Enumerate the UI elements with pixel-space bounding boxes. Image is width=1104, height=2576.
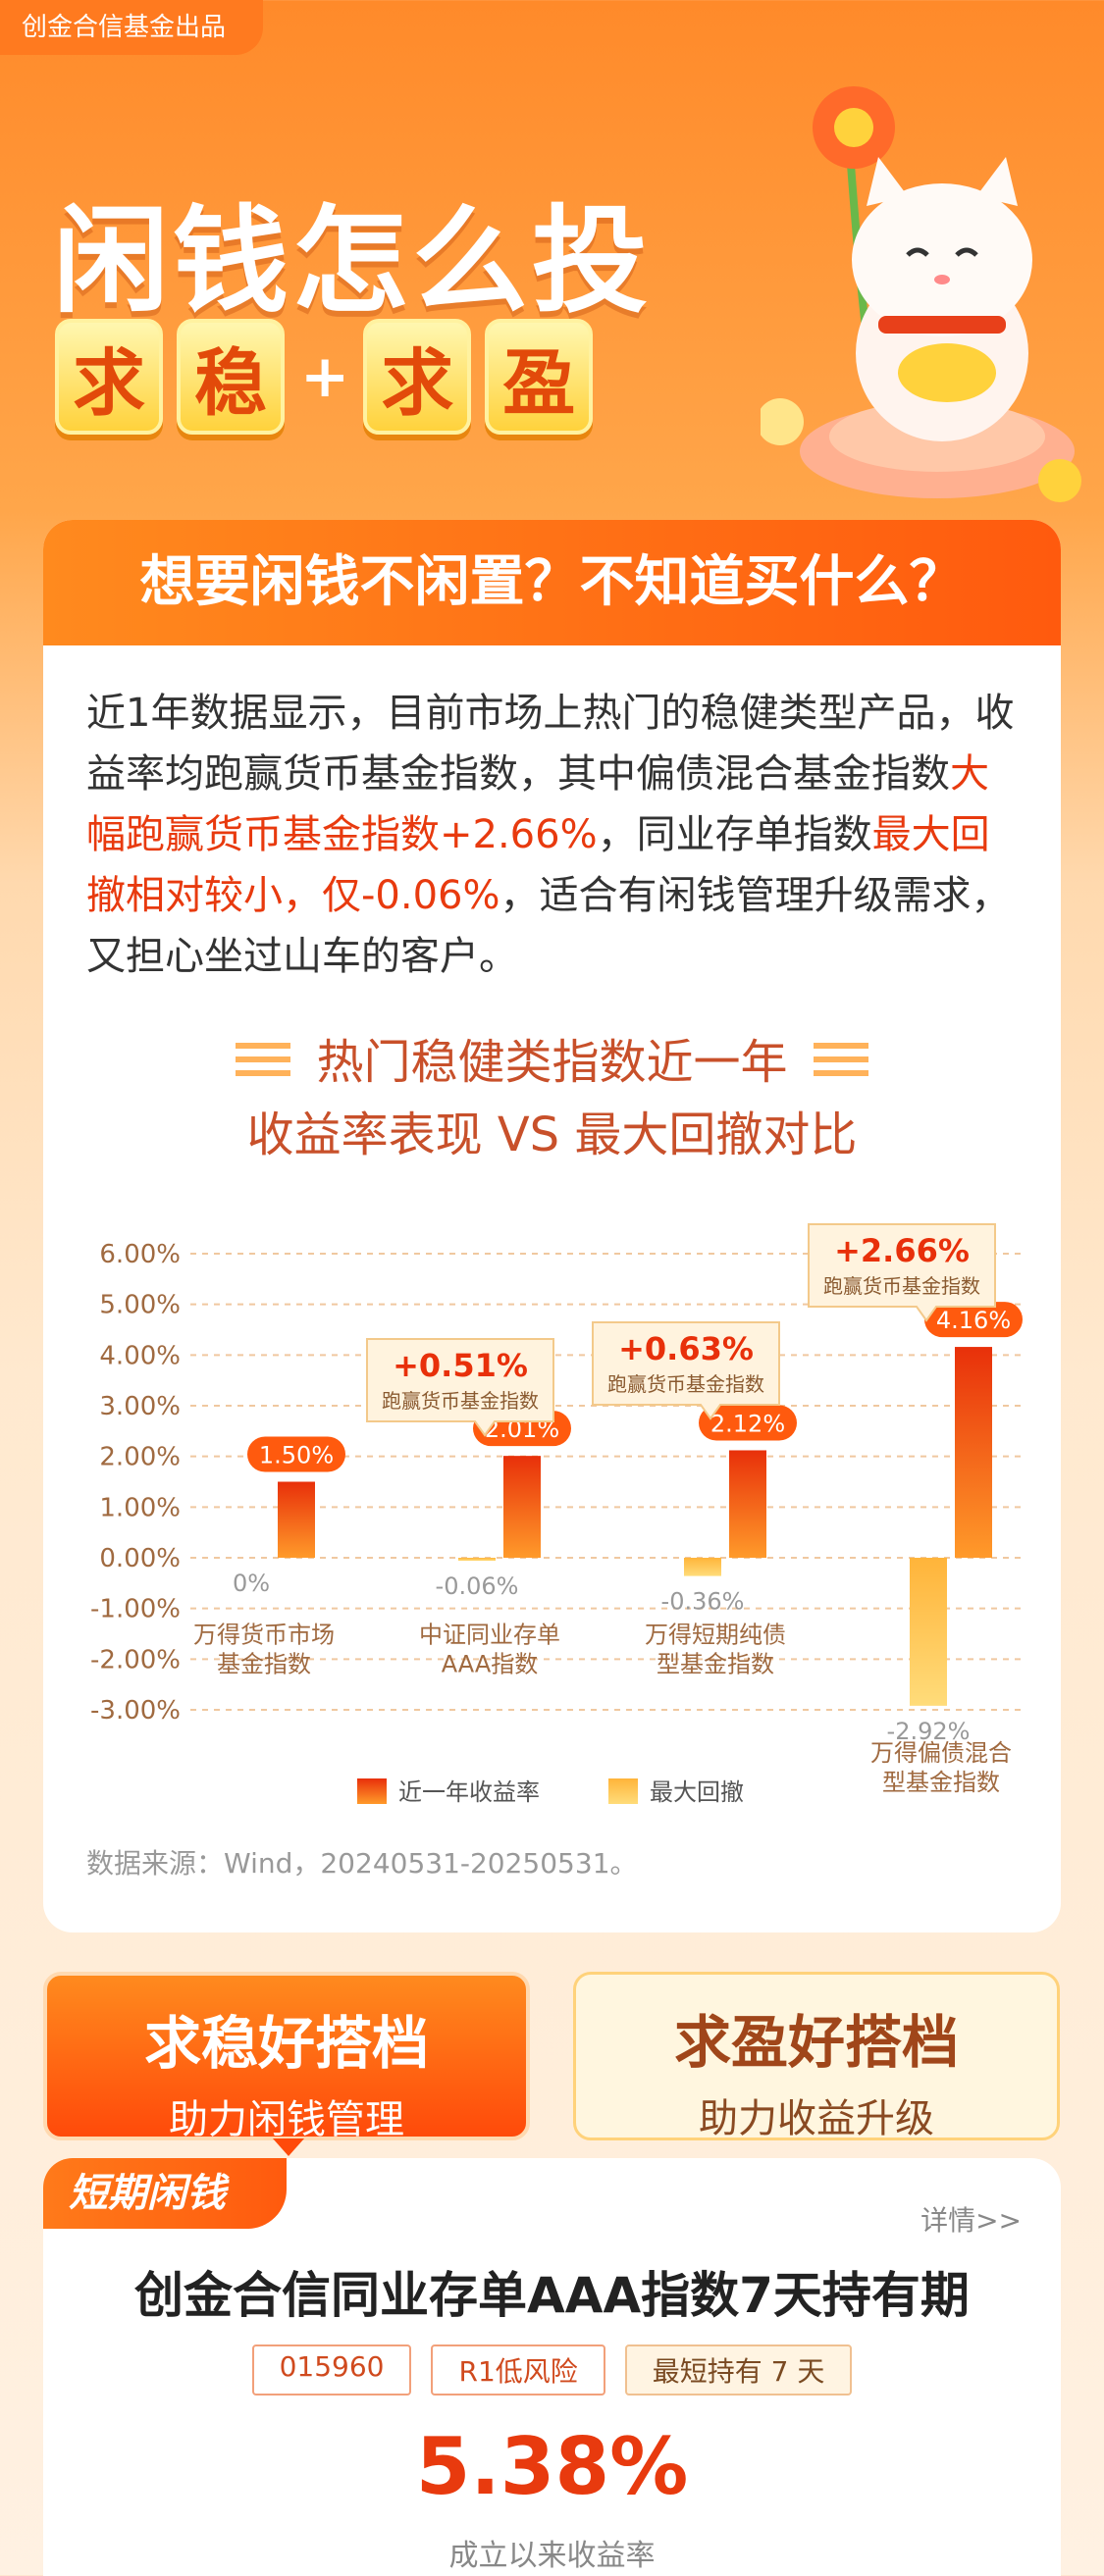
comparison-card: 想要闲钱不闲置？不知道买什么？ 近1年数据显示，目前市场上热门的稳健类型产品，收… (43, 520, 1061, 1932)
intro-text: ，同业存单指数 (597, 812, 872, 857)
tab-steady[interactable]: 求稳好搭档 助力闲钱管理 (43, 1972, 530, 2142)
return-rate-label: 成立以来收益率 (448, 2539, 656, 2573)
return-label: 4.16% (936, 1307, 1011, 1334)
hero-tile: 盈 (485, 319, 594, 435)
x-category-label: 型基金指数 (657, 1651, 774, 1678)
return-bar (278, 1481, 315, 1558)
return-label-pill (699, 1405, 797, 1441)
return-bar (503, 1456, 541, 1558)
fund-code-tag: 015960 (251, 2344, 412, 2396)
return-label-pill (924, 1302, 1023, 1338)
hero-tiles: 求 稳 + 求 盈 (55, 319, 606, 435)
intro-highlight: 大幅跑赢货币基金指数+2.66% (86, 751, 989, 857)
drawdown-label: 0% (233, 1570, 270, 1597)
y-tick-label: 4.00% (99, 1341, 181, 1370)
drawdown-bar (684, 1558, 721, 1576)
y-tick-label: 2.00% (99, 1443, 181, 1472)
drawdown-label: -2.92% (887, 1718, 971, 1745)
tab-subtitle: 助力收益升级 (699, 2096, 934, 2141)
hero-tile: 求 (363, 319, 472, 435)
y-tick-label: 3.00% (99, 1392, 181, 1421)
intro-highlight: 最大回撤相对较小，仅-0.06% (86, 812, 990, 918)
callout-box (808, 1223, 996, 1322)
intro-text: ，适合有闲钱管理升级需求，又担心坐过山车的客户。 (86, 873, 1011, 979)
callout-box (366, 1338, 554, 1437)
callout-value: +2.66% (834, 1232, 970, 1269)
hero-title: 闲钱怎么投 (53, 193, 653, 329)
legend-label: 最大回撤 (650, 1778, 744, 1806)
fund-tags: 015960 R1低风险 最短持有 7 天 (43, 2344, 1061, 2396)
publisher-label: 创金合信基金出品 (0, 0, 263, 55)
holding-period-tag: 最短持有 7 天 (624, 2344, 853, 2396)
chart-heading-line1: 热门稳健类指数近一年 (316, 1035, 788, 1090)
card-heading: 想要闲钱不闲置？不知道买什么？ (43, 520, 1061, 645)
legend-swatch-drawdown (608, 1778, 638, 1804)
legend-swatch-return (357, 1778, 387, 1804)
callout-text: 跑赢货币基金指数 (382, 1389, 539, 1413)
return-rate: 5.38% (415, 2421, 689, 2512)
return-label: 2.12% (710, 1410, 785, 1437)
x-category-label: AAA指数 (442, 1651, 539, 1678)
drawdown-label: -0.36% (661, 1588, 745, 1616)
decor-lines-icon (236, 1043, 291, 1082)
callout-text: 跑赢货币基金指数 (607, 1372, 764, 1396)
strategy-tabs: 求稳好搭档 助力闲钱管理 求盈好搭档 助力收益升级 (43, 1972, 1061, 2142)
drawdown-bar (910, 1558, 947, 1706)
product-card[interactable]: 短期闲钱 详情>> 创金合信同业存单AAA指数7天持有期 015960 R1低风… (43, 2158, 1061, 2576)
y-tick-label: 1.00% (99, 1493, 181, 1522)
detail-link[interactable]: 详情>> (920, 2204, 1022, 2237)
x-category-label: 基金指数 (217, 1651, 311, 1678)
hero-tile: 求 (55, 319, 163, 435)
tab-title: 求盈好搭档 (673, 2009, 959, 2076)
callout-value: +0.63% (618, 1330, 754, 1367)
x-category-label: 万得偏债混合 (870, 1739, 1012, 1767)
active-tab-pointer-icon (273, 2138, 304, 2156)
intro-paragraph: 近1年数据显示，目前市场上热门的稳健类型产品，收益率均跑赢货币基金指数，其中偏债… (43, 645, 1061, 987)
callout-box (592, 1321, 780, 1420)
y-tick-label: -2.00% (90, 1645, 181, 1674)
callout-value: +0.51% (393, 1347, 528, 1384)
y-tick-label: 0.00% (99, 1544, 181, 1573)
product-badge: 短期闲钱 (43, 2158, 287, 2229)
return-bar (729, 1450, 766, 1558)
x-category-label: 型基金指数 (882, 1769, 1000, 1796)
plus-sign: + (300, 342, 350, 411)
return-label: 1.50% (259, 1442, 334, 1469)
return-bar (955, 1347, 992, 1558)
lucky-cat-illustration (761, 86, 1081, 502)
callout-text: 跑赢货币基金指数 (823, 1274, 980, 1298)
x-category-label: 万得货币市场 (193, 1622, 335, 1649)
x-category-label: 万得短期纯债 (645, 1622, 786, 1649)
decor-lines-icon (813, 1043, 868, 1082)
y-tick-label: -1.00% (90, 1595, 181, 1624)
risk-level-tag: R1低风险 (431, 2344, 605, 2396)
y-tick-label: 5.00% (99, 1291, 181, 1320)
fund-name: 创金合信同业存单AAA指数7天持有期 (134, 2267, 970, 2324)
return-label-pill (247, 1436, 345, 1472)
chart-heading: 热门稳健类指数近一年 收益率表现 VS 最大回撤对比 (43, 1026, 1061, 1171)
tab-profit[interactable]: 求盈好搭档 助力收益升级 (573, 1972, 1060, 2141)
tab-subtitle: 助力闲钱管理 (169, 2097, 404, 2142)
tab-title: 求稳好搭档 (143, 2010, 429, 2077)
intro-text: 近1年数据显示，目前市场上热门的稳健类型产品，收益率均跑赢货币基金指数，其中偏债… (86, 691, 1015, 797)
drawdown-bar (458, 1558, 496, 1562)
bar-chart: 6.00% 5.00% 4.00% 3.00% 2.00% 1.00% 0.00% -1.00… (90, 1223, 1025, 1806)
y-tick-label: 6.00% (99, 1240, 181, 1269)
legend-label: 近一年收益率 (398, 1778, 540, 1806)
data-source: 数据来源：Wind，20240531-20250531。 (86, 1847, 638, 1880)
chart-heading-line2: 收益率表现 VS 最大回撤对比 (246, 1108, 858, 1162)
y-tick-label: -3.00% (90, 1696, 181, 1726)
hero-tile: 稳 (177, 319, 285, 435)
x-category-label: 中证同业存单 (419, 1622, 560, 1649)
drawdown-label: -0.06% (436, 1572, 519, 1600)
